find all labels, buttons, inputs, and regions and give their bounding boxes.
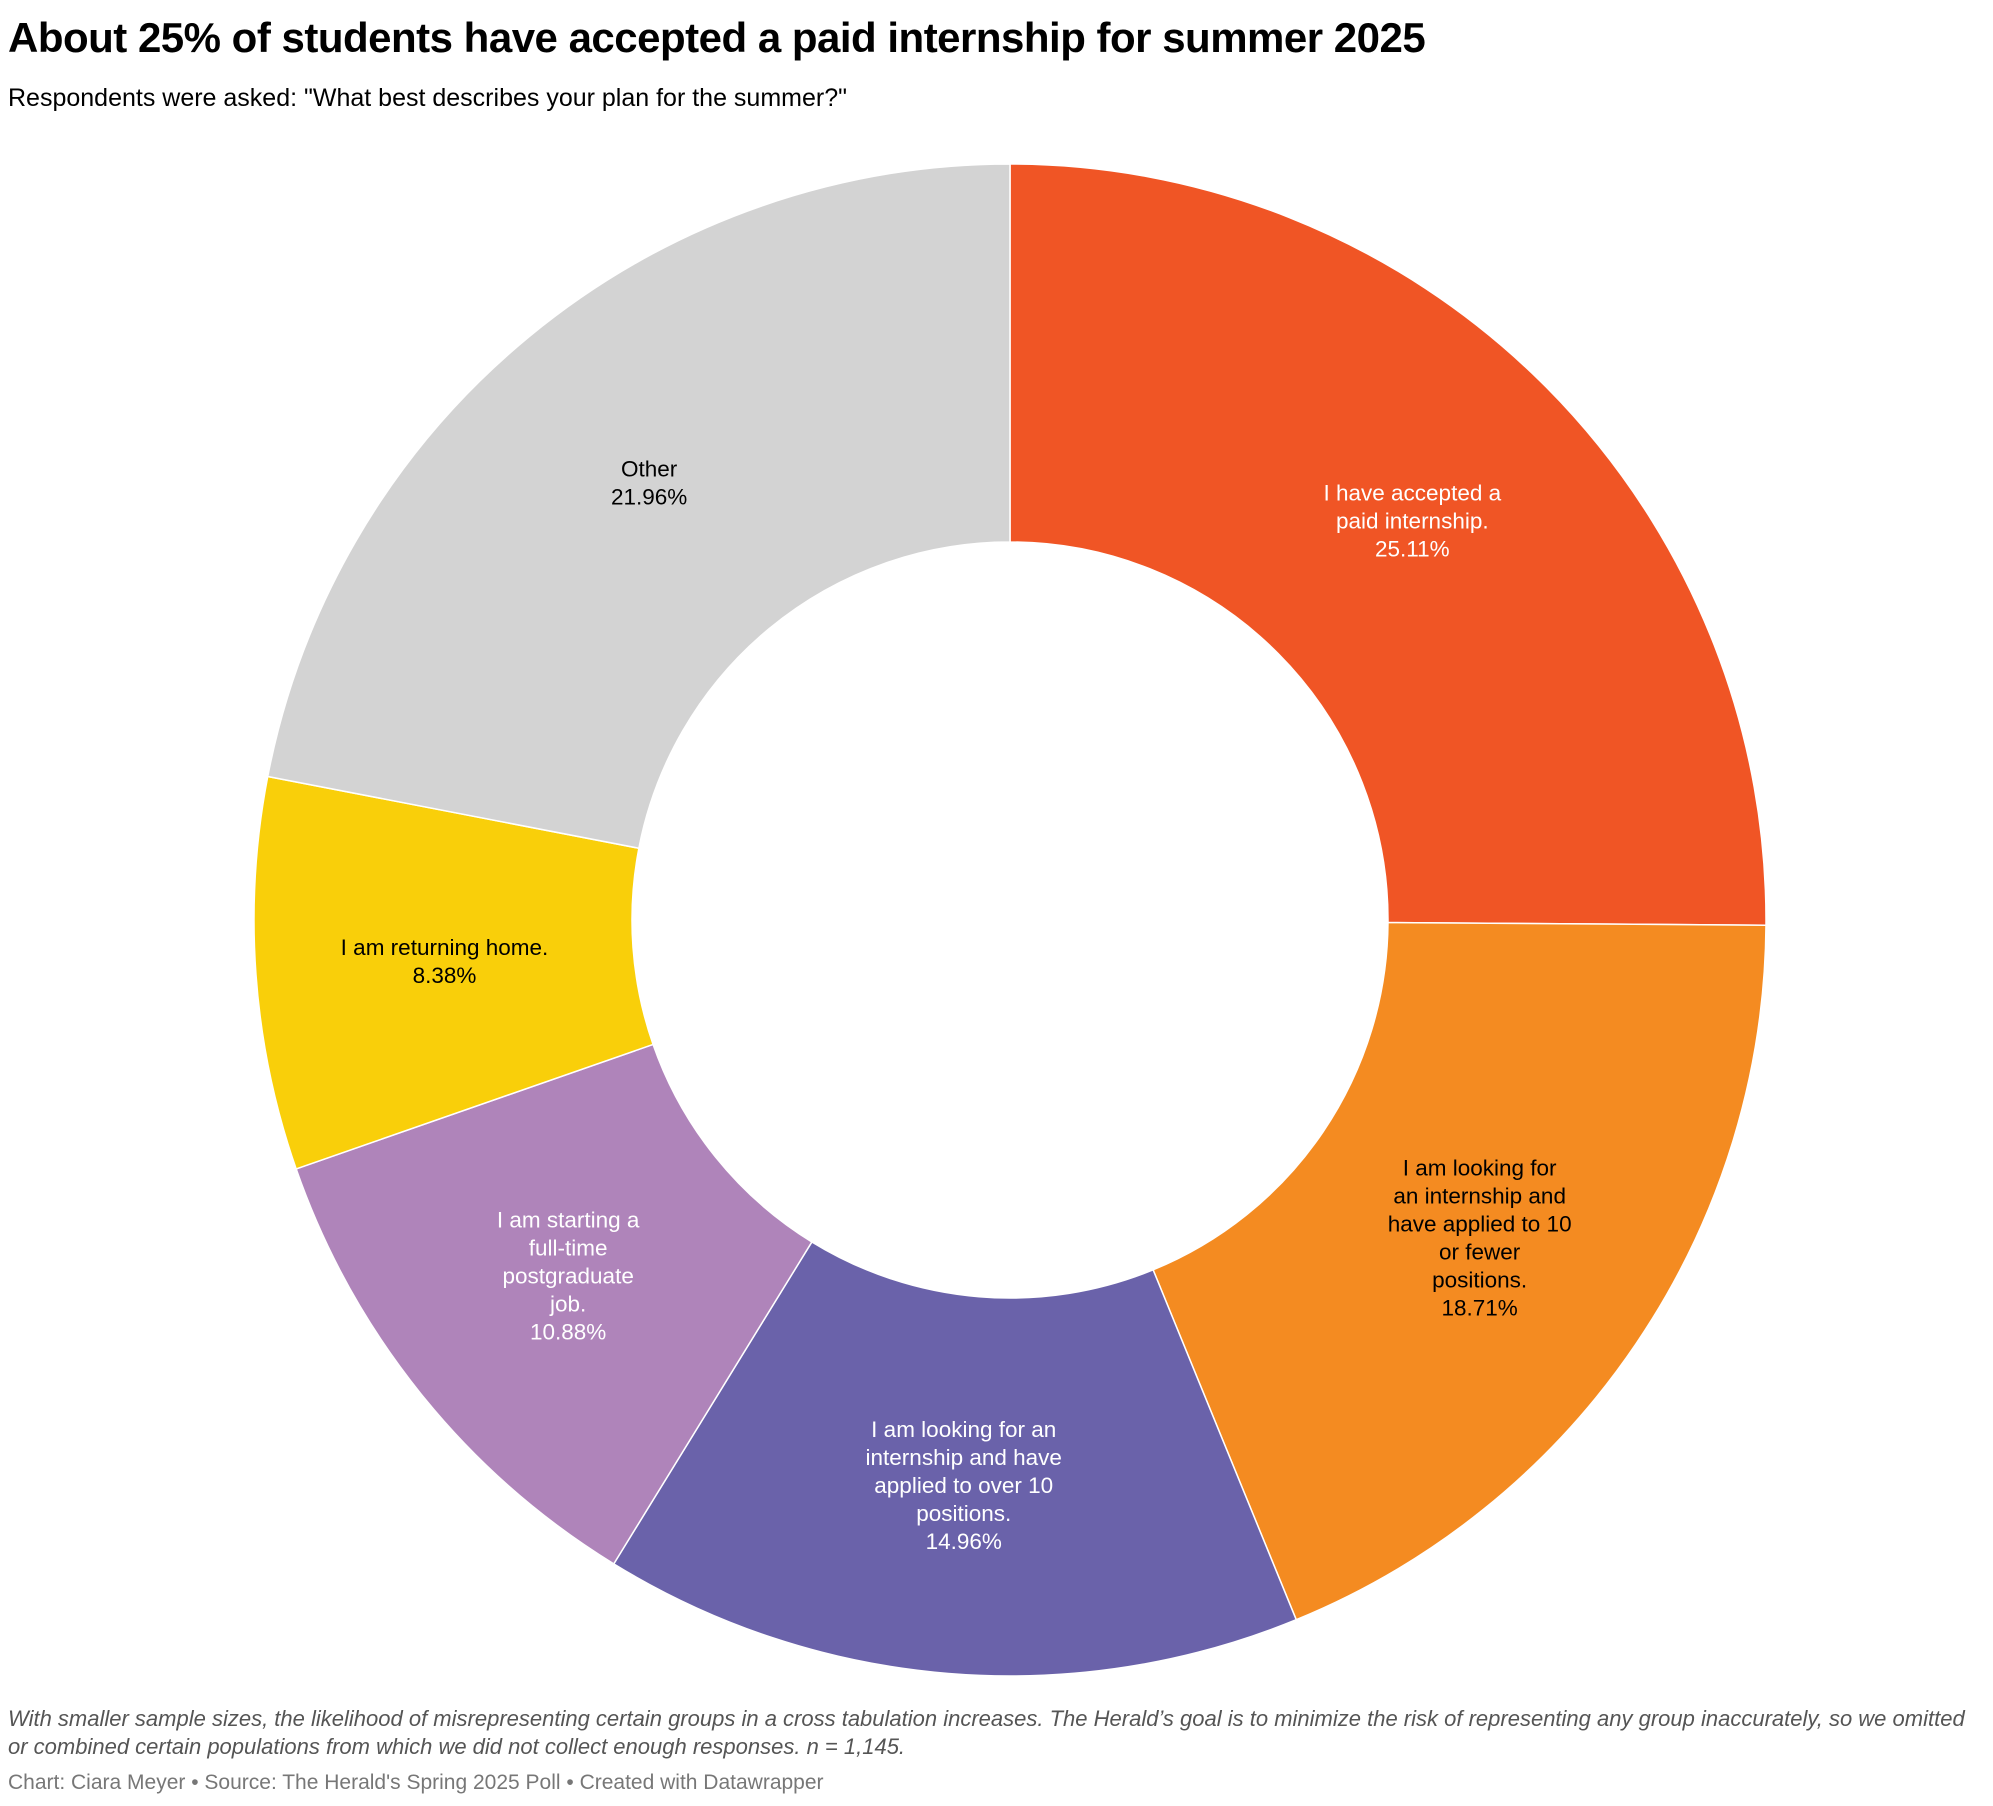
slice-category-label: Other [621,457,678,482]
chart-title: About 25% of students have accepted a pa… [8,14,1426,61]
slice-category-label: I am starting a [497,1207,640,1232]
pie-slice [266,163,1011,850]
pie-slice [1152,921,1767,1621]
slice-label: I am looking for an internship and have ap… [1388,1156,1572,1321]
slice-value-label: 21.96% [611,485,687,510]
slice-label: I am starting a full-time postgraduate job.… [497,1207,640,1344]
chart-footer: Chart: Ciara Meyer • Source: The Herald'… [8,1771,824,1794]
slice-category-label: applied to over 10 [874,1473,1053,1498]
slice-category-label: have applied to 10 [1388,1212,1572,1237]
slice-category-label: postgraduate [502,1263,633,1288]
slice-category-label: positions. [916,1501,1011,1526]
chart-notes: With smaller sample sizes, the likelihoo… [8,1706,1965,1759]
slice-category-label: an internship and [1393,1184,1566,1209]
slice-value-label: 14.96% [926,1529,1002,1554]
slice-value-label: 25.11% [1375,536,1450,561]
chart-subtitle: Respondents were asked: "What best descr… [8,84,847,112]
slice-category-label: job. [549,1291,586,1316]
slice-label: I am returning home. 8.38% [341,935,549,988]
slice-category-label: full-time [529,1235,608,1260]
pie-slice [612,1240,1298,1677]
slice-category-label: paid internship. [1336,508,1489,533]
slice-label: I have accepted a paid internship. 25.11% [1323,480,1501,561]
slice-label: Other 21.96% [611,457,687,510]
slice-label: I am looking for an internship and have ap… [866,1417,1062,1554]
pie-slice [295,1043,813,1565]
slice-category-label: positions. [1432,1268,1527,1293]
slice-category-label: I have accepted a [1323,480,1501,505]
slice-category-label: I am looking for an [871,1417,1056,1442]
slice-value-label: 10.88% [530,1319,606,1344]
pie-slice [1009,163,1767,926]
slice-category-label: internship and have [866,1445,1062,1470]
slice-category-label: or fewer [1439,1240,1521,1265]
slice-category-label: I am looking for [1403,1156,1557,1181]
slice-value-label: 18.71% [1441,1296,1517,1321]
slice-value-label: 8.38% [413,963,477,988]
slice-category-label: I am returning home. [341,935,549,960]
pie-slice [253,775,655,1170]
